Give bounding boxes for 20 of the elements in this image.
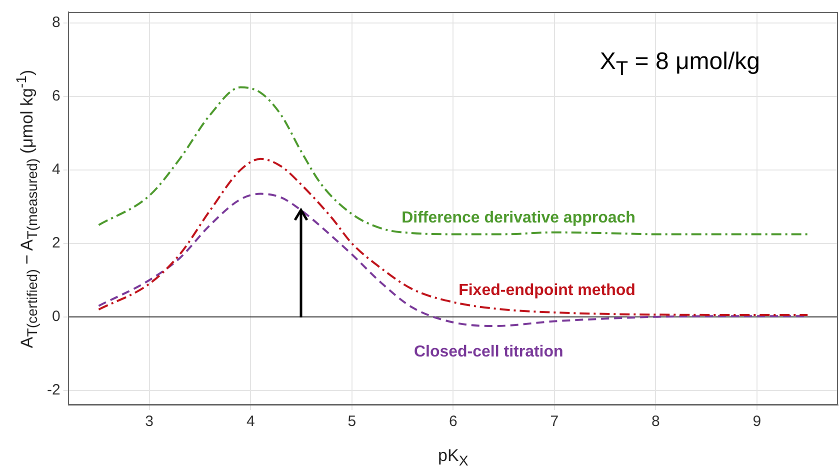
y-tick-label: -2	[46, 381, 60, 398]
line-series	[98, 86, 809, 236]
annotation: X$_{T}$ = 8 μmol/kg	[600, 48, 760, 81]
x-axis-title: pK$_{X}$	[438, 446, 468, 470]
series-label: Fixed-endpoint method	[458, 282, 636, 300]
y-tick-label: 2	[52, 234, 60, 252]
x-tick-label: 4	[246, 413, 255, 430]
line-series	[98, 158, 809, 316]
y-tick-label: 8	[52, 14, 60, 32]
x-tick-label: 6	[448, 413, 458, 430]
x-tick-label: 7	[550, 413, 559, 430]
series-label: Closed-cell titration	[414, 343, 564, 360]
x-tick-label: 9	[752, 413, 762, 430]
y-tick-label: 0	[52, 308, 60, 325]
series-label: Difference derivative approach	[402, 210, 636, 227]
x-tick-label: 5	[348, 413, 356, 430]
y-tick-label: 6	[52, 88, 60, 105]
x-tick-label: 8	[652, 413, 660, 430]
y-tick-label: 4	[52, 161, 60, 178]
x-tick-label: 3	[145, 413, 154, 430]
